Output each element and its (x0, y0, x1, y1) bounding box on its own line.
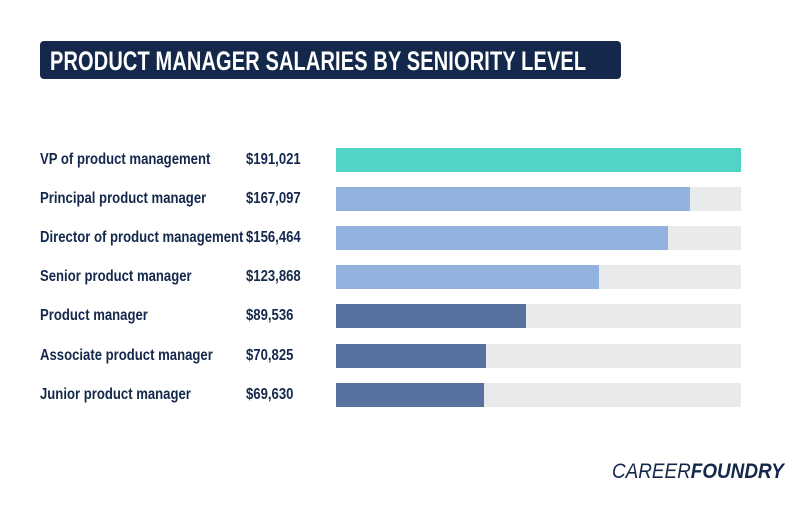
data-label: $123,868 (246, 268, 301, 285)
bar-track (336, 148, 741, 172)
bar (336, 187, 691, 211)
bar-track (336, 304, 741, 328)
bar-track (336, 187, 741, 211)
category-label: Product manager (40, 307, 148, 324)
bar (336, 265, 599, 289)
bar (336, 148, 741, 172)
category-label: Principal product manager (40, 190, 207, 207)
bar-row: Junior product manager $69,630 (0, 383, 800, 407)
careerfoundry-logo: CAREERFOUNDRY (612, 460, 784, 484)
bar-track (336, 344, 741, 368)
category-label: Senior product manager (40, 268, 192, 285)
logo-part-career: CAREER (612, 460, 691, 483)
chart-title-box: PRODUCT MANAGER SALARIES BY SENIORITY LE… (40, 41, 621, 79)
bar-row: Senior product manager $123,868 (0, 265, 800, 289)
bar (336, 383, 484, 407)
bar-row: VP of product management $191,021 (0, 148, 800, 172)
data-label: $89,536 (246, 307, 294, 324)
bar (336, 226, 668, 250)
bar-row: Director of product management $156,464 (0, 226, 800, 250)
category-label: Director of product management (40, 229, 244, 246)
data-label: $167,097 (246, 190, 301, 207)
bar (336, 304, 526, 328)
data-label: $191,021 (246, 151, 301, 168)
data-label: $156,464 (246, 229, 301, 246)
chart-title: PRODUCT MANAGER SALARIES BY SENIORITY LE… (50, 46, 587, 76)
bar-track (336, 265, 741, 289)
logo-part-foundry: FOUNDRY (690, 460, 784, 483)
bar-row: Principal product manager $167,097 (0, 187, 800, 211)
category-label: VP of product management (40, 151, 211, 168)
bar-track (336, 226, 741, 250)
data-label: $69,630 (246, 386, 294, 403)
bar (336, 344, 487, 368)
category-label: Junior product manager (40, 386, 191, 403)
bar-row: Product manager $89,536 (0, 304, 800, 328)
bar-track (336, 383, 741, 407)
data-label: $70,825 (246, 347, 294, 364)
category-label: Associate product manager (40, 347, 213, 364)
bar-row: Associate product manager $70,825 (0, 344, 800, 368)
